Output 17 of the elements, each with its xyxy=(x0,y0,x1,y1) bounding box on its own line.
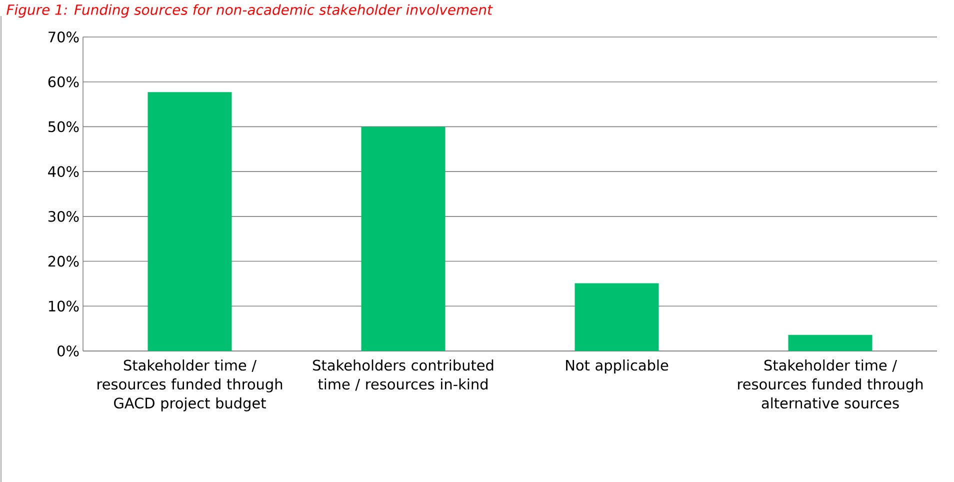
x-tick-label: Stakeholders contributed time / resources in-kind xyxy=(313,359,494,391)
bar xyxy=(788,334,872,351)
x-tick-label: Stakeholder time / resources funded through GACD project budget xyxy=(98,359,282,412)
y-tick-label: 40% xyxy=(48,166,79,178)
bar xyxy=(574,283,659,351)
x-tick-label: Not applicable xyxy=(566,359,668,374)
bar xyxy=(361,126,446,351)
y-tick-label: 50% xyxy=(48,121,79,132)
y-tick-label: 60% xyxy=(48,76,79,88)
x-tick-label: Stakeholder time / resources funded through alternative sources xyxy=(738,359,923,409)
bar xyxy=(148,92,232,351)
y-tick-label: 70% xyxy=(48,32,79,42)
chart-title: Figure 1: Funding sources for non-academic stakeholder involvement xyxy=(6,4,493,18)
y-tick-label: 10% xyxy=(48,300,79,312)
y-tick-label: 20% xyxy=(48,256,79,267)
y-tick-label: 0% xyxy=(58,346,79,356)
y-tick-label: 30% xyxy=(48,210,79,222)
